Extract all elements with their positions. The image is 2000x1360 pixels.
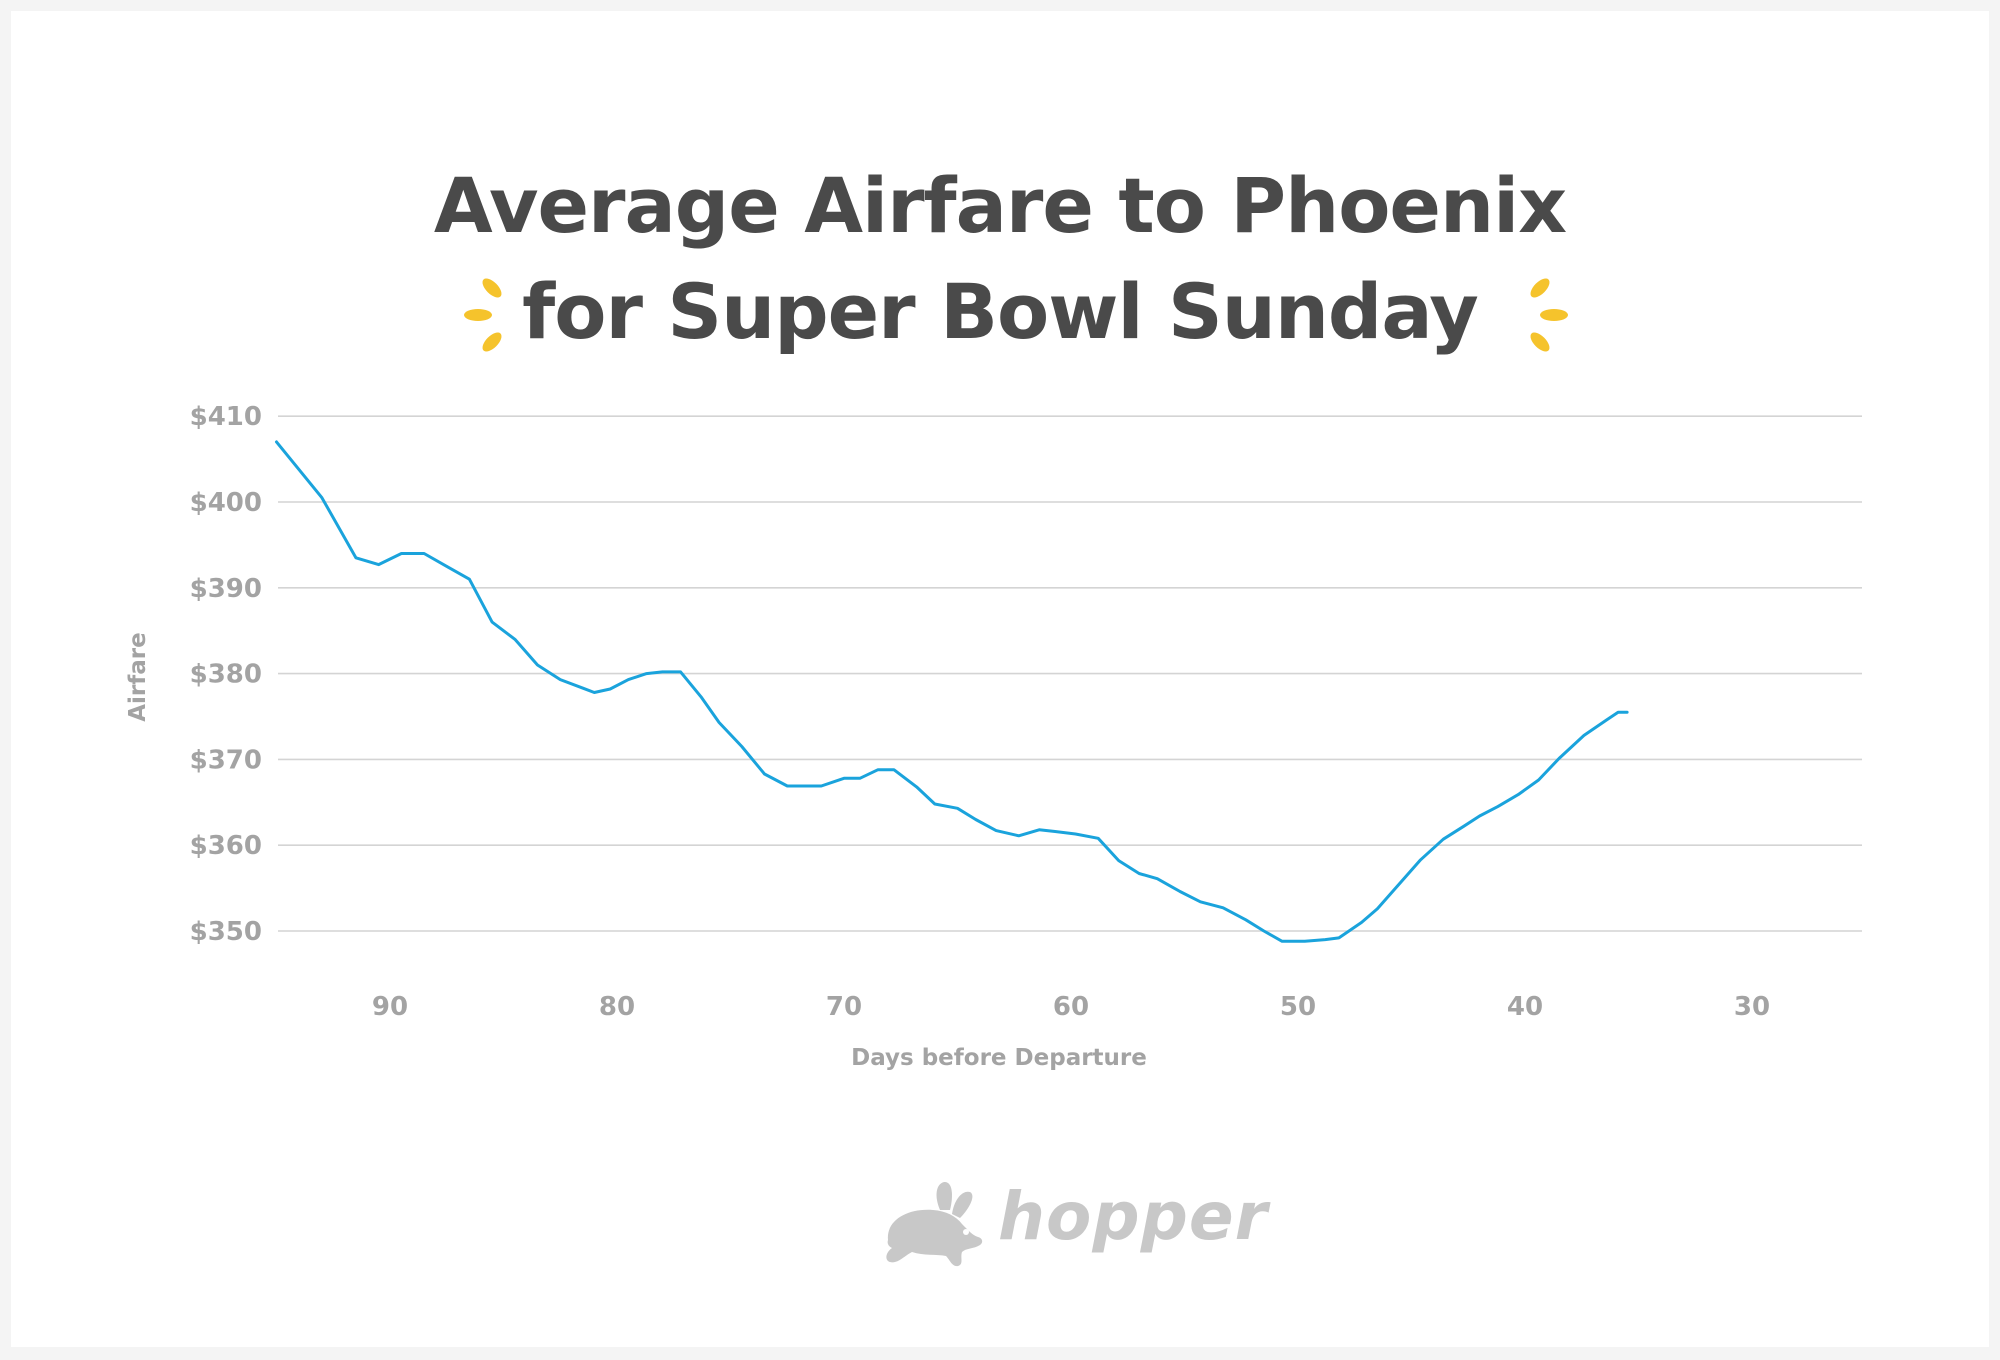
series-line	[275, 440, 1629, 943]
hopper-wordmark: hopper	[998, 1178, 1269, 1255]
y-tick-labels: $350 $360 $370 $380 $390 $400 $410	[190, 402, 262, 947]
y-tick-label: $400	[190, 488, 262, 518]
y-tick-label: $370	[190, 745, 262, 775]
y-tick-label: $360	[190, 831, 262, 861]
x-tick-label: 30	[1734, 992, 1770, 1022]
y-tick-label: $350	[190, 917, 262, 947]
chart-card	[11, 11, 1989, 1347]
x-tick-label: 80	[599, 992, 635, 1022]
x-axis-title: Days before Departure	[851, 1045, 1147, 1071]
y-axis-title: Airfare	[125, 632, 151, 722]
hopper-logo: hopper	[878, 1180, 1267, 1270]
x-tick-label: 70	[826, 992, 862, 1022]
left-sparkle-icon	[464, 278, 502, 352]
x-tick-labels: 90 80 70 60 50 40 30	[372, 992, 1770, 1022]
y-tick-label: $390	[190, 574, 262, 604]
x-tick-label: 90	[372, 992, 408, 1022]
x-tick-label: 50	[1280, 992, 1316, 1022]
grid-lines	[278, 415, 1862, 932]
chart-title-line2: for Super Bowl Sunday	[522, 267, 1479, 356]
rabbit-icon	[886, 1181, 983, 1267]
y-tick-label: $380	[190, 660, 262, 690]
right-sparkle-icon	[1530, 278, 1568, 352]
y-tick-label: $410	[190, 402, 262, 432]
series-layer	[275, 440, 1629, 943]
x-tick-label: 40	[1507, 992, 1543, 1022]
x-tick-label: 60	[1053, 992, 1089, 1022]
chart-title-line1: Average Airfare to Phoenix	[433, 161, 1567, 250]
